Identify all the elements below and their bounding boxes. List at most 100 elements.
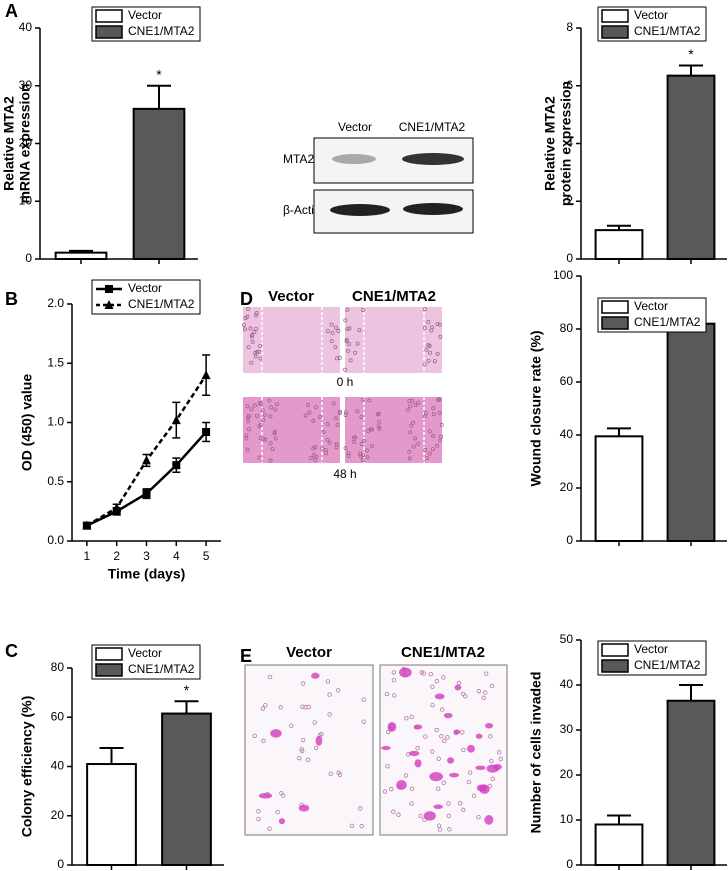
legend-swatch <box>95 647 123 661</box>
cell <box>367 398 372 403</box>
bar <box>666 699 716 866</box>
cell <box>267 826 272 831</box>
y-tick-label: 20 <box>19 136 33 150</box>
y-tick-label: 80 <box>560 321 574 335</box>
cell <box>431 412 436 417</box>
cell <box>423 811 436 821</box>
cell <box>498 756 503 762</box>
y-tick-label: 0 <box>57 857 64 871</box>
cell <box>267 398 272 403</box>
cell <box>325 422 330 426</box>
cell <box>447 827 452 832</box>
cell <box>334 356 339 361</box>
cell <box>305 403 310 407</box>
y-tick-label: 100 <box>553 268 573 282</box>
y-tick-label: 20 <box>560 480 574 494</box>
legend-label: CNE1/MTA2 <box>128 24 195 38</box>
cell <box>376 424 381 429</box>
cell <box>384 691 390 697</box>
marker <box>142 455 151 465</box>
cell <box>489 683 495 689</box>
cell <box>300 737 306 743</box>
cell <box>377 426 382 431</box>
cell <box>256 816 261 822</box>
cell <box>429 325 434 330</box>
y-axis-label: mRNA expression <box>17 83 33 203</box>
cell <box>353 350 358 355</box>
marker <box>82 520 92 530</box>
cell <box>336 328 341 333</box>
y-axis-label: protein expression <box>558 81 574 206</box>
blot-row: β-Actin <box>283 203 321 217</box>
cell <box>343 446 348 451</box>
cell <box>333 325 338 330</box>
cell <box>330 330 335 335</box>
cell <box>413 402 418 407</box>
y-tick-label: 2 <box>566 193 573 207</box>
cell <box>431 406 436 411</box>
cell <box>426 358 431 363</box>
cell <box>245 404 250 409</box>
cell <box>325 679 331 684</box>
cell <box>252 330 257 334</box>
y-tick-label: 40 <box>19 20 33 34</box>
image-header: Vector <box>268 288 314 305</box>
cell <box>479 784 490 794</box>
cell <box>346 348 351 353</box>
image-header: CNE1/MTA2 <box>352 288 436 305</box>
micrograph <box>243 307 340 373</box>
micrograph <box>244 664 374 836</box>
cell <box>246 345 251 350</box>
legend-swatch <box>601 316 629 330</box>
cell <box>249 360 254 365</box>
image-header: Vector <box>286 644 332 661</box>
cell <box>416 441 421 446</box>
timepoint: 48 h <box>333 467 356 481</box>
cell <box>355 341 360 346</box>
cell <box>249 407 254 412</box>
cell <box>413 724 423 730</box>
bar <box>54 251 108 261</box>
marker <box>142 489 151 498</box>
legend-label: CNE1/MTA2 <box>128 297 195 311</box>
cell <box>347 342 352 347</box>
cell <box>353 435 358 440</box>
cell <box>327 440 332 445</box>
cell <box>359 442 364 446</box>
cell <box>365 455 370 460</box>
x-tick-label: 4 <box>173 549 180 563</box>
cell <box>245 447 250 452</box>
y-tick-label: 80 <box>51 660 65 674</box>
cell <box>446 813 451 818</box>
x-tick-label: 1 <box>84 549 91 563</box>
blot-column: Vector <box>338 120 372 134</box>
cell <box>334 445 339 450</box>
y-tick-label: 30 <box>19 78 33 92</box>
cell <box>484 815 494 825</box>
cell <box>255 350 259 354</box>
cell <box>386 729 391 735</box>
cell <box>467 744 475 753</box>
legend-label: Vector <box>128 646 162 660</box>
cell <box>368 427 373 432</box>
cell <box>429 771 444 782</box>
cell <box>335 688 341 693</box>
cell <box>343 413 348 418</box>
cell <box>279 790 284 796</box>
y-tick-label: 0 <box>566 533 573 547</box>
bar <box>666 322 716 543</box>
cell <box>245 415 250 420</box>
cell <box>405 408 410 412</box>
cell <box>323 448 328 453</box>
cell <box>432 359 437 364</box>
cell <box>246 419 251 424</box>
cell <box>360 458 365 463</box>
cell <box>275 810 280 815</box>
cell <box>362 438 366 443</box>
legend-label: Vector <box>634 299 668 313</box>
cell <box>289 723 294 728</box>
cell <box>244 436 249 441</box>
wound-images: Vector CNE1/MTA2 0 h 48 h <box>243 288 442 481</box>
cell <box>303 413 308 418</box>
cell <box>268 458 273 463</box>
